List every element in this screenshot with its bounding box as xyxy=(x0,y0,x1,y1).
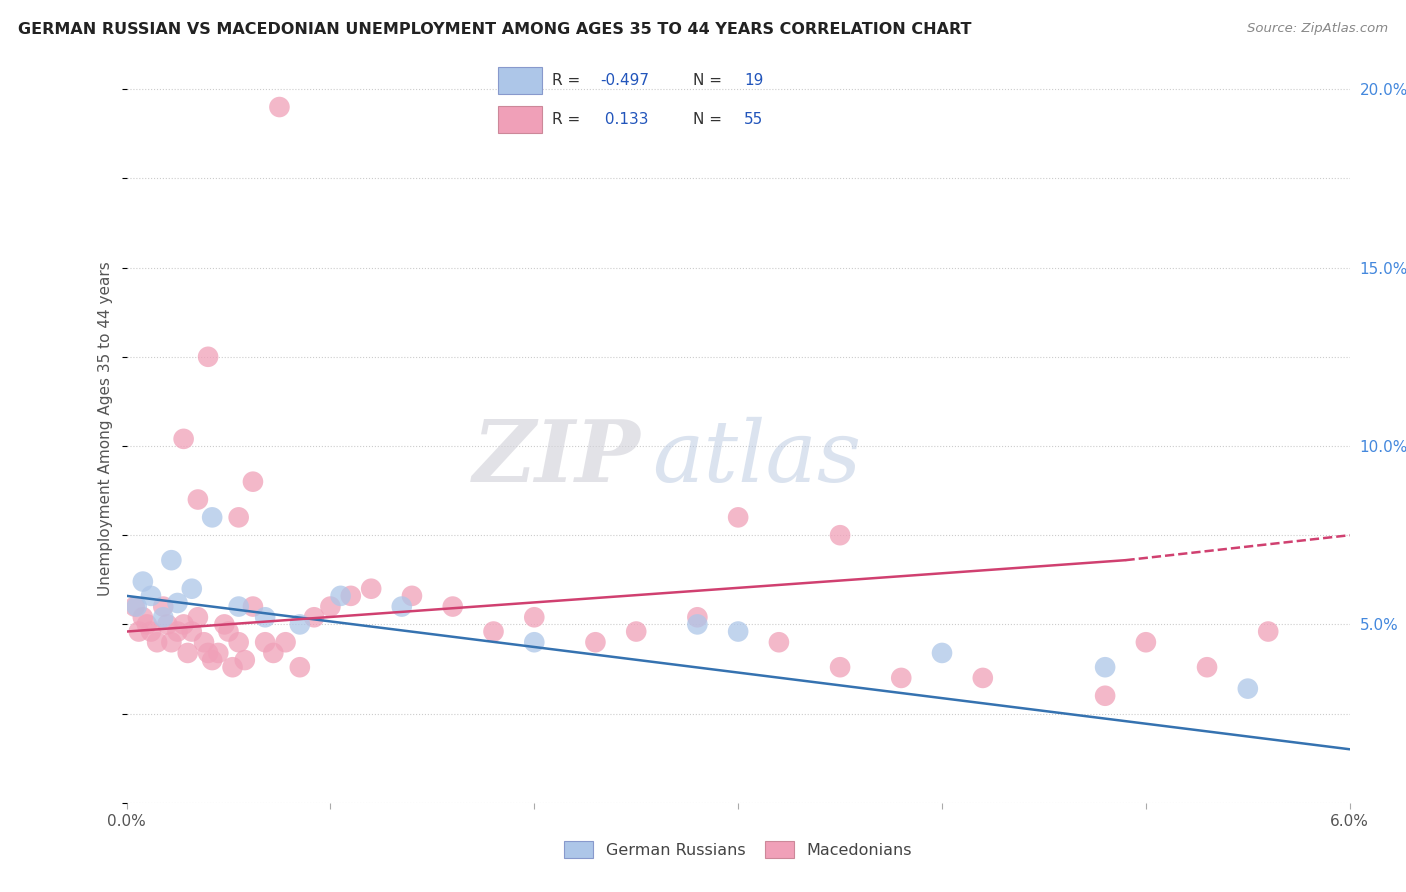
Point xyxy=(254,635,277,649)
Point xyxy=(523,610,546,624)
Point xyxy=(228,635,250,649)
Point xyxy=(288,660,311,674)
Text: ZIP: ZIP xyxy=(472,417,640,500)
Point xyxy=(156,617,179,632)
Point xyxy=(207,646,229,660)
Point xyxy=(626,624,648,639)
Point xyxy=(890,671,912,685)
Text: atlas: atlas xyxy=(652,417,862,500)
Point xyxy=(125,599,148,614)
Point xyxy=(360,582,382,596)
Point xyxy=(391,599,413,614)
Point xyxy=(727,510,749,524)
Point xyxy=(233,653,256,667)
Point xyxy=(585,635,607,649)
Point xyxy=(254,610,277,624)
Point xyxy=(972,671,994,685)
Point xyxy=(830,528,852,542)
Point xyxy=(180,624,202,639)
Point xyxy=(124,599,146,614)
Point xyxy=(173,432,195,446)
Point xyxy=(686,610,709,624)
Point xyxy=(201,653,224,667)
Point xyxy=(160,553,183,567)
Point xyxy=(288,617,311,632)
Point xyxy=(269,100,291,114)
Point xyxy=(187,492,209,507)
Point xyxy=(166,624,188,639)
Point xyxy=(166,596,188,610)
Point xyxy=(242,475,264,489)
Point xyxy=(201,510,224,524)
Point xyxy=(128,624,150,639)
Point xyxy=(262,646,284,660)
Point xyxy=(139,624,162,639)
Point xyxy=(329,589,352,603)
Point xyxy=(173,617,195,632)
Point xyxy=(727,624,749,639)
Point xyxy=(218,624,240,639)
Point xyxy=(214,617,236,632)
Point xyxy=(1257,624,1279,639)
Text: GERMAN RUSSIAN VS MACEDONIAN UNEMPLOYMENT AMONG AGES 35 TO 44 YEARS CORRELATION : GERMAN RUSSIAN VS MACEDONIAN UNEMPLOYMEN… xyxy=(18,22,972,37)
Point xyxy=(160,635,183,649)
Point xyxy=(319,599,342,614)
Point xyxy=(135,617,157,632)
Point xyxy=(401,589,423,603)
Point xyxy=(302,610,325,624)
Point xyxy=(1135,635,1157,649)
Point xyxy=(242,599,264,614)
Point xyxy=(1197,660,1219,674)
Point xyxy=(482,624,505,639)
Point xyxy=(931,646,953,660)
Point xyxy=(146,635,169,649)
Point xyxy=(152,610,174,624)
Point xyxy=(340,589,363,603)
Point xyxy=(228,510,250,524)
Point xyxy=(132,574,155,589)
Point xyxy=(197,350,219,364)
Point xyxy=(177,646,200,660)
Point xyxy=(523,635,546,649)
Text: Source: ZipAtlas.com: Source: ZipAtlas.com xyxy=(1247,22,1388,36)
Point xyxy=(228,599,250,614)
Point xyxy=(768,635,790,649)
Point xyxy=(1094,660,1116,674)
Point xyxy=(221,660,243,674)
Point xyxy=(139,589,162,603)
Point xyxy=(274,635,297,649)
Point xyxy=(132,610,155,624)
Point xyxy=(1237,681,1260,696)
Point xyxy=(180,582,202,596)
Point xyxy=(187,610,209,624)
Point xyxy=(441,599,464,614)
Legend: German Russians, Macedonians: German Russians, Macedonians xyxy=(557,833,920,866)
Point xyxy=(193,635,215,649)
Point xyxy=(197,646,219,660)
Y-axis label: Unemployment Among Ages 35 to 44 years: Unemployment Among Ages 35 to 44 years xyxy=(98,260,114,596)
Point xyxy=(830,660,852,674)
Point xyxy=(686,617,709,632)
Point xyxy=(1094,689,1116,703)
Point xyxy=(152,599,174,614)
